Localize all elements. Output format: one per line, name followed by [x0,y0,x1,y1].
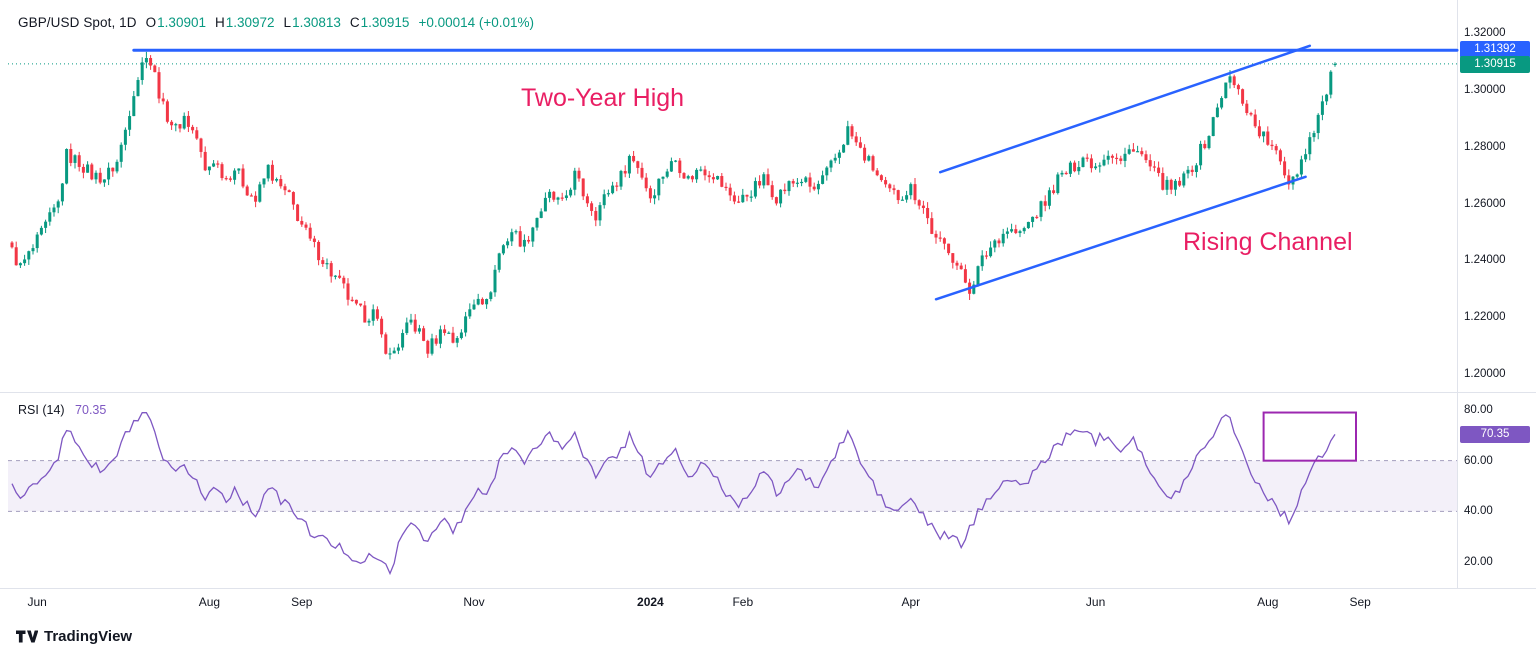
time-axis-label: Aug [1257,595,1279,609]
tradingview-wordmark: TradingView [44,628,133,645]
time-axis-label: Apr [901,595,921,609]
close-label: C [349,15,360,30]
rsi-current-value: 70.35 [75,403,107,417]
low-label: L [283,15,292,30]
rsi-params: (14) [42,403,65,417]
price-tick-label: 1.30000 [1464,83,1506,96]
price-tick-label: 1.24000 [1464,254,1506,267]
annotation-rising-channel[interactable]: Rising Channel [1183,228,1353,256]
rsi-tick-label: 80.00 [1464,404,1493,416]
rsi-tick-label: 20.00 [1464,555,1493,568]
time-axis-label: Aug [198,595,221,609]
close-value: 1.30915 [360,15,410,30]
open-label: O [145,15,157,30]
annotation-two-year-high[interactable]: Two-Year High [521,84,685,112]
symbol-title[interactable]: GBP/USD Spot, 1D [18,15,137,30]
time-axis-label: Feb [732,595,754,609]
rsi-title: RSI [18,403,39,417]
time-axis-label: Sep [1349,595,1371,609]
price-label-last: 1.30915 [1460,55,1530,73]
time-axis-label: Jun [27,595,47,609]
low-value: 1.30813 [292,15,341,30]
change-value: +0.00014 (+0.01%) [418,15,535,30]
price-tick-label: 1.20000 [1464,368,1506,380]
rsi-indicator-header[interactable]: RSI (14) 70.35 [18,403,106,417]
high-label: H [214,15,225,30]
price-tick-label: 1.28000 [1464,140,1506,153]
price-tick-label: 1.22000 [1464,311,1506,324]
open-value: 1.30901 [157,15,206,30]
symbol-header: GBP/USD Spot, 1D O1.30901 H1.30972 L1.30813… [18,15,534,30]
rsi-tick-label: 40.00 [1464,505,1493,518]
price-label-resistance: 1.31392 [1460,41,1530,59]
time-axis[interactable]: Jun Aug Sep Nov 2024 Feb Apr Jun Aug Sep [0,595,1536,613]
tradingview-brand[interactable]: TradingView [16,628,132,645]
price-tick-label: 1.32000 [1464,27,1506,39]
tradingview-logo-icon [16,630,38,643]
time-axis-label: Sep [291,595,313,609]
price-tick-label: 1.26000 [1464,197,1506,210]
time-axis-label: 2024 [637,595,664,609]
time-axis-label: Nov [463,595,485,609]
high-value: 1.30972 [225,15,275,30]
rsi-tick-label: 60.00 [1464,454,1493,467]
time-axis-label: Jun [1085,595,1106,609]
rsi-value-label: 70.35 [1460,426,1530,444]
